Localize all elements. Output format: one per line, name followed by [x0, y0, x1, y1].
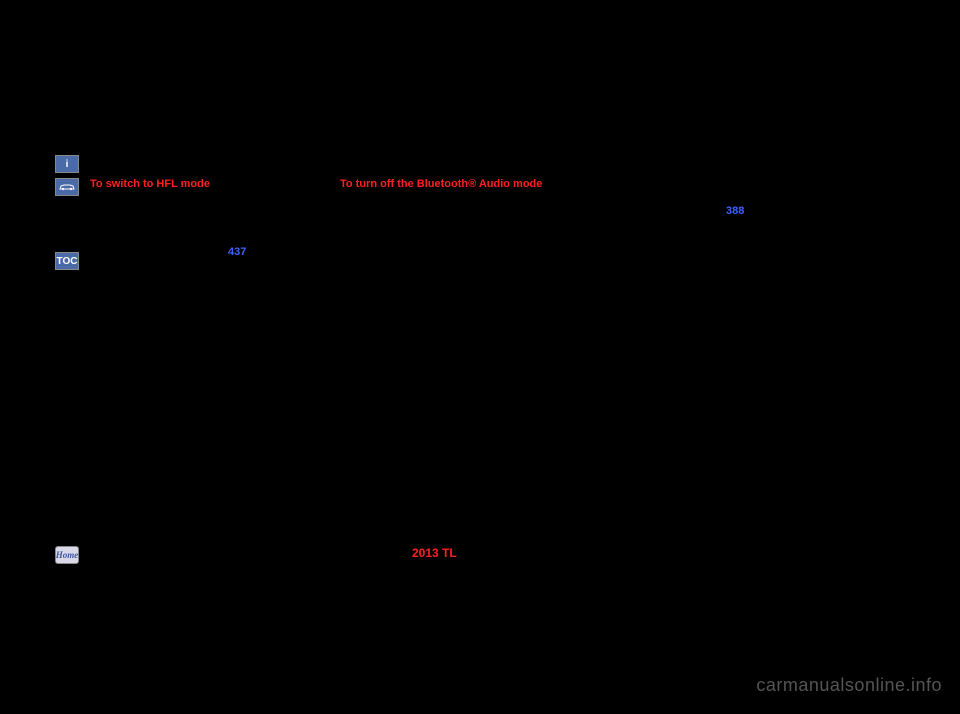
car-icon[interactable]	[55, 178, 79, 196]
col3-page-link[interactable]: 388	[726, 204, 744, 219]
home-icon[interactable]: Home	[55, 546, 79, 564]
manual-page: i TOC Home To switch to HFL mode — If yo…	[0, 0, 960, 714]
col3-body: For a list of compatible phones, pairing…	[595, 177, 835, 208]
col1-page-link[interactable]: 437	[228, 245, 246, 260]
col2-body: — Press the VOL/ button or select anothe…	[340, 203, 580, 249]
col1-body: — If you receive a call when the Bluetoo…	[90, 190, 330, 236]
toc-icon[interactable]: TOC	[55, 252, 79, 270]
info-icon[interactable]: i	[55, 155, 79, 173]
footer-year-model: 2013 TL	[412, 545, 457, 562]
watermark-text: carmanualsonline.info	[756, 675, 942, 696]
car-glyph-icon	[58, 182, 76, 192]
col2-heading: To turn off the Bluetooth® Audio mode	[340, 177, 580, 192]
